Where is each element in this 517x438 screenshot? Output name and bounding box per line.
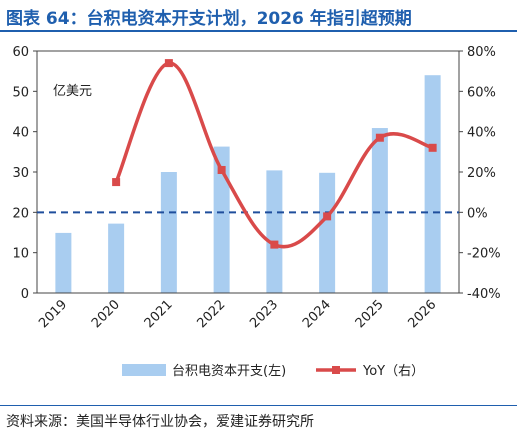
yoy-marker-2025 (375, 133, 384, 142)
chart-title: 图表 64：台积电资本开支计划，2026 年指引超预期 (6, 9, 412, 29)
x-tick-label: 2026 (405, 297, 439, 331)
bar-2026 (424, 75, 441, 293)
bar-2024 (319, 172, 336, 293)
left-axis-unit: 亿美元 (53, 84, 92, 99)
left-tick-label: 10 (12, 247, 29, 262)
source-note: 资料来源：美国半导体行业协会，爱建证券研究所 (6, 414, 314, 430)
yoy-marker-2023 (270, 240, 279, 249)
right-tick-label: -40% (467, 287, 501, 302)
left-tick-label: 60 (12, 45, 29, 60)
right-tick-label: 80% (467, 45, 496, 60)
x-tick-label: 2024 (300, 297, 334, 331)
bar-2023 (266, 170, 283, 293)
right-tick-label: 0% (467, 206, 488, 221)
legend-line-marker (332, 366, 340, 374)
left-tick-label: 30 (12, 166, 29, 181)
yoy-marker-2024 (323, 212, 332, 221)
x-tick-label: 2020 (89, 297, 123, 331)
x-tick-label: 2022 (194, 297, 228, 331)
bar-2019 (55, 232, 72, 293)
bar-2020 (108, 223, 125, 293)
bar-2021 (160, 172, 177, 293)
x-tick-label: 2025 (353, 297, 387, 331)
x-tick-label: 2021 (142, 297, 176, 331)
x-tick-label: 2023 (247, 297, 281, 331)
legend-bar-label: 台积电资本开支(左) (172, 364, 286, 379)
left-tick-label: 40 (12, 126, 29, 141)
right-tick-label: -20% (467, 247, 501, 262)
x-tick-label: 2019 (36, 297, 70, 331)
bar-2025 (371, 128, 388, 293)
right-tick-label: 40% (467, 126, 496, 141)
left-tick-label: 20 (12, 206, 29, 221)
right-tick-label: 20% (467, 166, 496, 181)
yoy-marker-2020 (112, 178, 121, 187)
left-tick-label: 50 (12, 85, 29, 100)
yoy-marker-2021 (164, 59, 173, 68)
yoy-marker-2026 (428, 143, 437, 152)
legend-bar-swatch (122, 364, 166, 376)
chart-area: 0 10 20 30 40 50 60 -40% -20% 0% 20% 40% 60% 80% 2019 2… (12, 45, 501, 379)
legend-line-label: YoY（右） (362, 364, 424, 379)
footer-divider (0, 405, 517, 406)
yoy-marker-2022 (217, 165, 226, 174)
title-divider (0, 30, 517, 32)
bar-2022 (213, 146, 230, 293)
right-tick-label: 60% (467, 85, 496, 100)
plot-frame (36, 50, 460, 294)
left-tick-label: 0 (21, 287, 29, 302)
